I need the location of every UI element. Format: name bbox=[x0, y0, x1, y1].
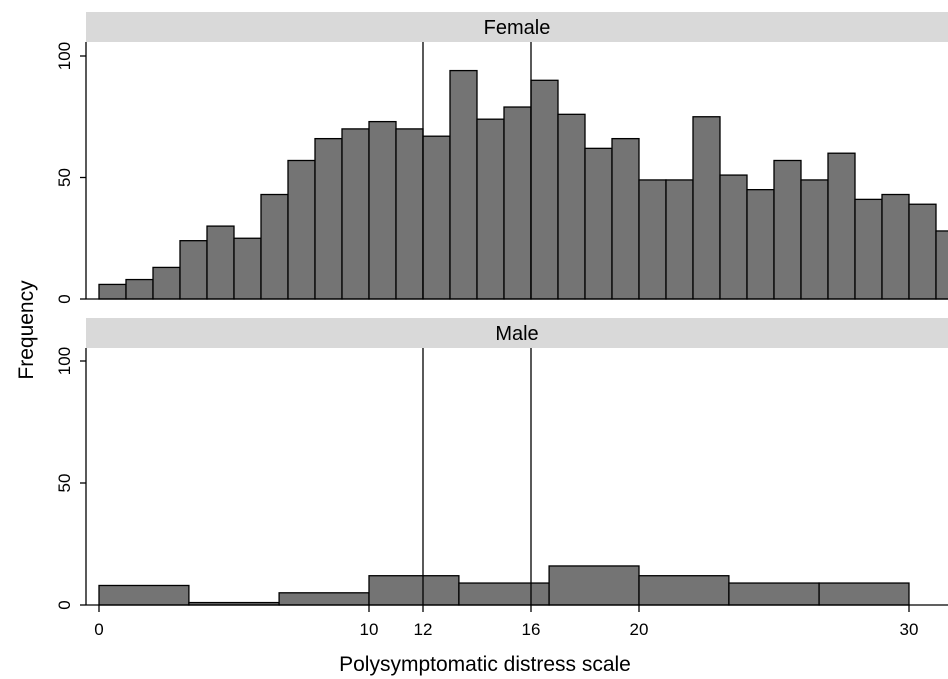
y-tick-label-male-50: 50 bbox=[55, 474, 74, 493]
bar-male-0 bbox=[98, 584, 190, 606]
bar-female-1 bbox=[125, 278, 154, 300]
reference-lines-female bbox=[422, 42, 532, 299]
bars-male bbox=[86, 565, 948, 606]
bar-male-5 bbox=[548, 565, 640, 606]
strip-male bbox=[86, 318, 948, 348]
bar-female-13 bbox=[449, 69, 478, 300]
y-tick-label-female-0: 0 bbox=[55, 294, 74, 303]
reference-lines-male bbox=[422, 348, 532, 605]
strip-female bbox=[86, 12, 948, 42]
bar-male-3 bbox=[368, 575, 460, 606]
bar-female-18 bbox=[584, 147, 613, 300]
bar-female-19 bbox=[611, 137, 640, 300]
bar-female-11 bbox=[395, 128, 424, 300]
bar-female-22 bbox=[692, 116, 721, 300]
strip-label-male: Male bbox=[495, 323, 538, 345]
y-tick-label-female-50: 50 bbox=[55, 168, 74, 187]
bar-female-27 bbox=[827, 152, 856, 300]
bar-female-16 bbox=[530, 79, 559, 300]
bar-female-10 bbox=[368, 120, 397, 300]
y-axis-title: Frequency bbox=[15, 280, 38, 380]
x-tick-label-12: 12 bbox=[414, 620, 433, 639]
y-axis-male: 0 50 100 bbox=[55, 347, 87, 610]
bar-female-29 bbox=[881, 193, 910, 300]
bar-female-0 bbox=[98, 283, 127, 300]
bar-male-6 bbox=[638, 575, 730, 606]
x-tick-label-16: 16 bbox=[522, 620, 541, 639]
x-axis-title: Polysymptomatic distress scale bbox=[339, 653, 631, 676]
panel-female: Female 0 50 100 bbox=[55, 12, 948, 304]
y-tick-label-male-0: 0 bbox=[55, 600, 74, 609]
bar-female-4 bbox=[206, 225, 235, 300]
bars-female bbox=[86, 69, 948, 300]
bar-female-31 bbox=[935, 230, 948, 300]
y-axis-female: 0 50 100 bbox=[55, 42, 87, 304]
bar-female-7 bbox=[287, 159, 316, 300]
bar-male-4 bbox=[458, 582, 550, 606]
bar-female-26 bbox=[800, 179, 829, 300]
bar-female-6 bbox=[260, 193, 289, 300]
x-tick-label-0: 0 bbox=[94, 620, 103, 639]
bar-female-15 bbox=[503, 106, 532, 300]
bar-female-9 bbox=[341, 128, 370, 300]
strip-label-female: Female bbox=[484, 17, 551, 39]
bar-female-5 bbox=[233, 237, 262, 300]
bar-male-2 bbox=[278, 592, 370, 606]
bar-female-17 bbox=[557, 113, 586, 300]
bar-female-20 bbox=[638, 179, 667, 300]
x-tick-label-20: 20 bbox=[630, 620, 649, 639]
x-tick-label-30: 30 bbox=[900, 620, 919, 639]
bar-female-12 bbox=[422, 135, 451, 300]
bar-female-30 bbox=[908, 203, 937, 300]
bar-female-21 bbox=[665, 179, 694, 300]
bar-female-3 bbox=[179, 240, 208, 300]
bar-male-7 bbox=[728, 582, 820, 606]
bar-female-28 bbox=[854, 198, 883, 300]
bar-female-24 bbox=[746, 188, 775, 300]
bar-female-8 bbox=[314, 137, 343, 300]
bar-male-8 bbox=[818, 582, 910, 606]
bar-female-25 bbox=[773, 159, 802, 300]
panel-male: Male 0 50 100 bbox=[55, 318, 948, 610]
x-axis: 0 10 12 16 20 30 bbox=[94, 605, 918, 639]
bar-female-23 bbox=[719, 174, 748, 300]
bar-female-2 bbox=[152, 266, 181, 300]
y-tick-label-male-100: 100 bbox=[55, 347, 74, 375]
y-tick-label-female-100: 100 bbox=[55, 42, 74, 70]
bar-female-14 bbox=[476, 118, 505, 300]
x-tick-label-10: 10 bbox=[360, 620, 379, 639]
